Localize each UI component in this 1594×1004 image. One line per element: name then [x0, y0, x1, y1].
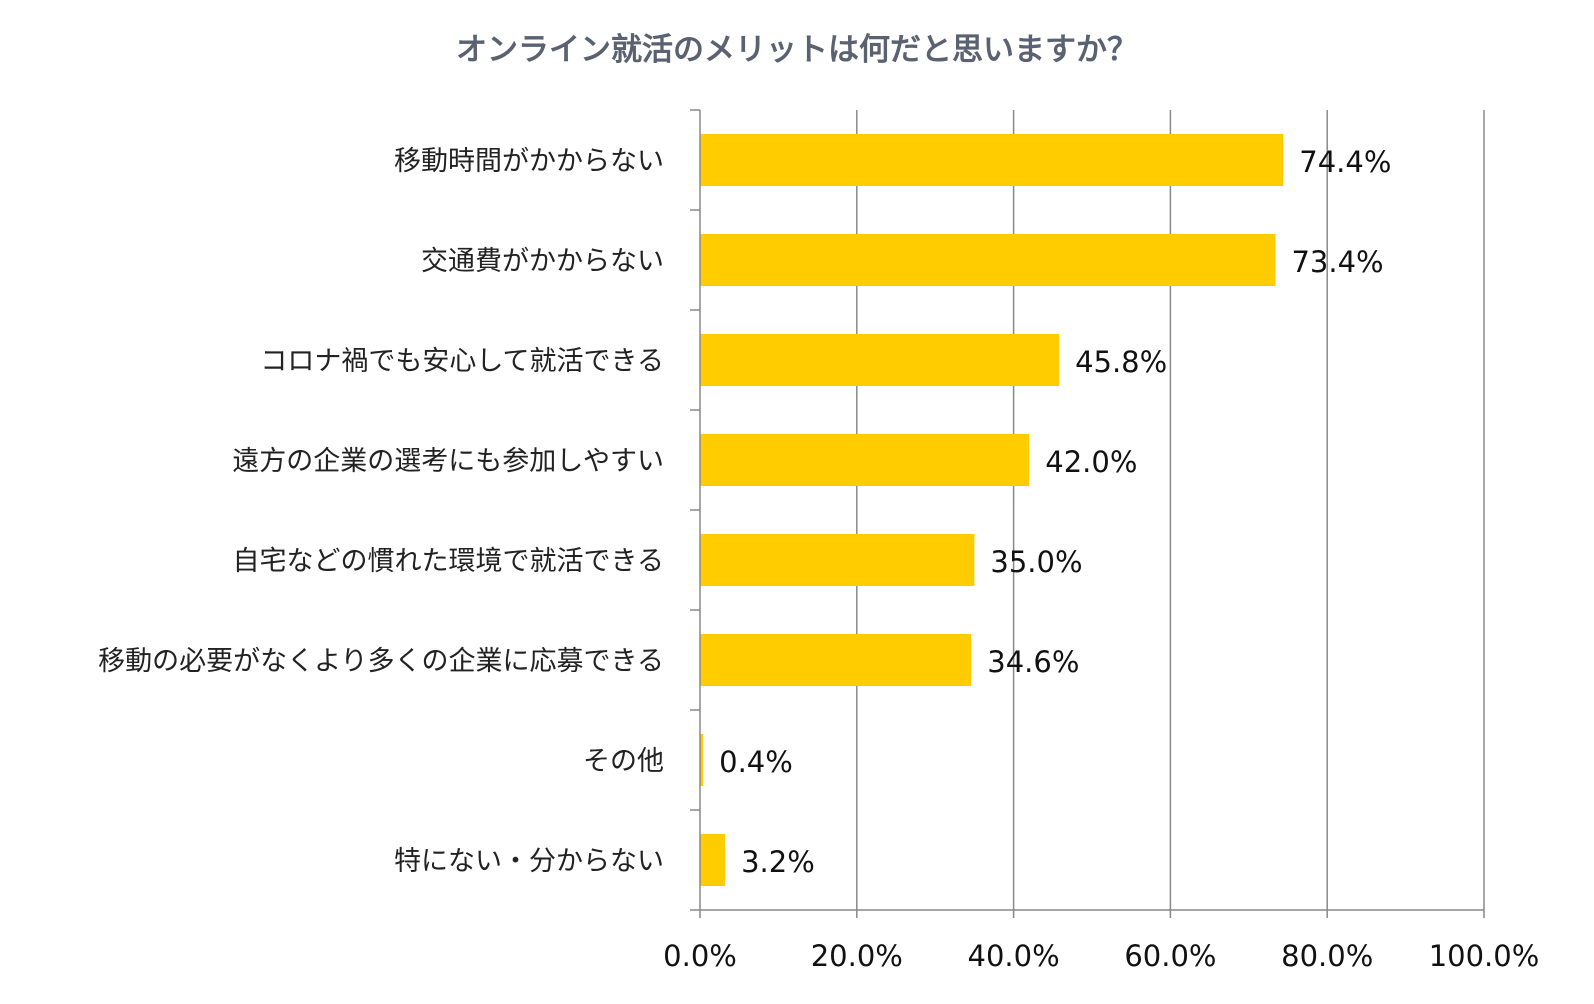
bar-3: [700, 434, 1030, 486]
bar-2: [700, 334, 1060, 386]
x-tick-label-4: 80.0%: [1281, 939, 1373, 973]
axes: [690, 109, 1485, 918]
x-tick-label-5: 100.0%: [1429, 939, 1540, 973]
category-label-1: 交通費がかからない: [421, 246, 664, 277]
category-label-3: 遠方の企業の選考にも参加しやすい: [232, 446, 664, 477]
x-tick-label-1: 20.0%: [811, 939, 903, 973]
value-label-1: 73.4%: [1291, 245, 1383, 279]
category-label-7: 特にない・分からない: [394, 846, 664, 877]
value-label-0: 74.4%: [1299, 145, 1391, 179]
labels: 0.0% 20.0% 40.0% 60.0% 80.0% 100.0% 移動時間がかからない…: [98, 145, 1539, 973]
category-label-2: コロナ禍でも安心して就活できる: [260, 346, 664, 377]
x-tick-label-2: 40.0%: [968, 939, 1060, 973]
x-tick-label-3: 60.0%: [1124, 939, 1216, 973]
bar-4: [700, 534, 975, 586]
bar-5: [700, 634, 972, 686]
x-tick-label-0: 0.0%: [663, 939, 737, 973]
value-label-3: 42.0%: [1045, 445, 1137, 479]
value-label-6: 0.4%: [719, 745, 793, 779]
value-label-2: 45.8%: [1075, 345, 1167, 379]
bar-0: [700, 134, 1284, 186]
value-label-5: 34.6%: [987, 645, 1079, 679]
category-label-5: 移動の必要がなくより多くの企業に応募できる: [98, 646, 664, 677]
chart-title: オンライン就活のメリットは何だと思いますか？: [456, 32, 1138, 68]
value-label-7: 3.2%: [741, 845, 815, 879]
category-label-6: その他: [583, 746, 664, 777]
gridlines: [856, 110, 1485, 910]
category-label-0: 移動時間がかからない: [394, 146, 664, 177]
value-label-4: 35.0%: [990, 545, 1082, 579]
bar-7: [700, 834, 726, 886]
category-label-4: 自宅などの慣れた環境で就活できる: [233, 546, 664, 577]
bar-1: [700, 234, 1276, 286]
bars: [700, 134, 1284, 886]
bar-6: [700, 734, 704, 786]
